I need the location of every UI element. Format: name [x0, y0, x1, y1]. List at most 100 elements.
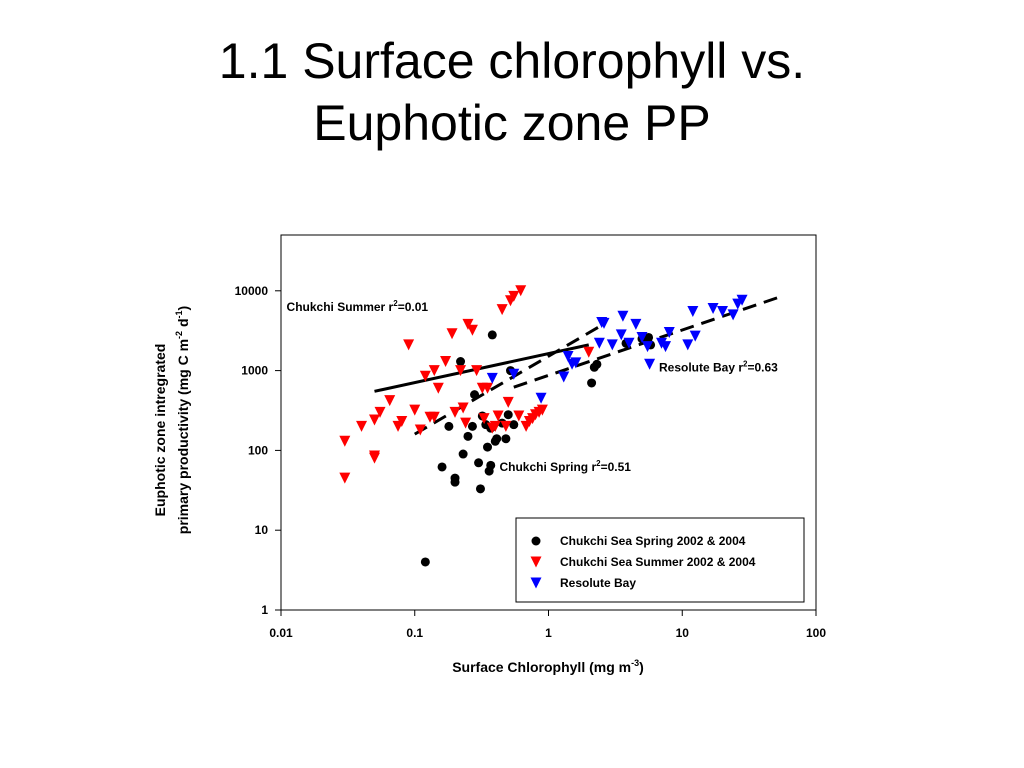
data-point [449, 406, 461, 418]
data-point [492, 410, 504, 422]
slide-title-line-2: Euphotic zone PP [313, 95, 711, 151]
data-point [707, 303, 719, 315]
y-tick-label: 1000 [241, 364, 268, 378]
data-point [470, 390, 480, 400]
data-point [409, 404, 421, 416]
data-point [492, 434, 502, 444]
regression-line [413, 323, 603, 436]
data-point [462, 318, 474, 330]
data-point [489, 420, 501, 432]
data-point [356, 420, 368, 432]
data-point [500, 420, 512, 432]
data-point [583, 346, 595, 358]
data-point [687, 306, 699, 318]
data-point [606, 339, 618, 351]
legend-marker [530, 556, 542, 568]
data-point [437, 462, 447, 472]
data-point [486, 460, 496, 470]
axes: 0.01 0.1 1 10 100 1 10 100 1000 10000 [235, 284, 827, 640]
legend-label: Resolute Bay [560, 576, 636, 590]
data-point [444, 421, 454, 431]
x-tick-label: 0.01 [269, 626, 293, 640]
data-point [455, 365, 467, 377]
data-point [384, 395, 396, 407]
data-point [478, 413, 490, 425]
data-point [419, 370, 431, 382]
data-point [483, 442, 493, 452]
data-point [535, 392, 547, 404]
data-point [502, 396, 514, 408]
y-tick-label: 1 [261, 603, 268, 617]
data-point [570, 357, 582, 369]
data-point [598, 317, 610, 329]
data-point [474, 458, 484, 468]
data-point [471, 365, 483, 377]
data-point [456, 357, 466, 367]
data-point [428, 365, 440, 377]
legend-entries: Chukchi Sea Spring 2002 & 2004 Chukchi Se… [530, 534, 756, 590]
data-point [496, 304, 508, 316]
data-point [717, 306, 729, 318]
data-point [368, 414, 380, 426]
data-point [432, 382, 444, 394]
slide-title: 1.1 Surface chlorophyll vs. Euphotic zon… [0, 30, 1024, 154]
data-point [513, 410, 525, 422]
data-point [428, 411, 440, 423]
y-tick-label: 10 [255, 523, 269, 537]
data-point [374, 406, 386, 418]
data-point [460, 417, 472, 429]
regression-annotation: Resolute Bay r2=0.63 [659, 359, 778, 374]
data-point [630, 318, 642, 330]
data-point [644, 332, 654, 342]
data-point [440, 356, 452, 368]
x-tick-label: 1 [545, 626, 552, 640]
data-point [593, 337, 605, 349]
data-point [463, 431, 473, 441]
data-point [592, 359, 602, 369]
data-point [482, 382, 494, 394]
data-point [587, 378, 597, 388]
data-point [508, 290, 520, 302]
legend: Chukchi Sea Spring 2002 & 2004 Chukchi Se… [515, 517, 805, 603]
legend-marker [530, 577, 542, 589]
data-point [509, 420, 519, 430]
data-point [420, 557, 430, 567]
data-point [368, 450, 380, 462]
legend-label: Chukchi Sea Spring 2002 & 2004 [560, 534, 746, 548]
legend-marker [531, 536, 541, 546]
y-axis-label-line-2: primary productivity (mg C m-2 d-1) [174, 306, 191, 534]
data-point [636, 331, 648, 343]
data-point [339, 435, 351, 447]
regression-annotation: Chukchi Summer r2=0.01 [287, 299, 429, 314]
data-point [457, 402, 469, 414]
data-point [682, 339, 694, 351]
data-point [414, 424, 426, 436]
data-point [689, 330, 701, 342]
data-point [466, 324, 478, 336]
annotations: Chukchi Summer r2=0.01 Resolute Bay r2=0.… [287, 299, 779, 474]
legend-box [515, 517, 805, 603]
data-point [508, 368, 520, 380]
data-point [501, 434, 511, 444]
x-tick-label: 100 [806, 626, 826, 640]
data-point [458, 449, 468, 459]
slide-title-line-1: 1.1 Surface chlorophyll vs. [218, 33, 806, 89]
data-point [736, 294, 748, 306]
data-point [623, 337, 635, 349]
data-point [339, 472, 351, 484]
data-point [403, 339, 415, 351]
data-point [475, 484, 485, 494]
data-point [562, 351, 574, 363]
data-point [486, 372, 498, 384]
data-point [450, 477, 460, 487]
y-tick-label: 100 [248, 443, 268, 457]
data-point [617, 310, 629, 322]
data-point [503, 410, 513, 420]
x-tick-label: 0.1 [406, 626, 423, 640]
x-axis-label: Surface Chlorophyll (mg m-3) [452, 658, 644, 675]
data-point [515, 285, 527, 297]
data-point [642, 341, 654, 353]
data-point [536, 404, 548, 416]
data-point [663, 327, 675, 339]
data-point [446, 328, 458, 340]
